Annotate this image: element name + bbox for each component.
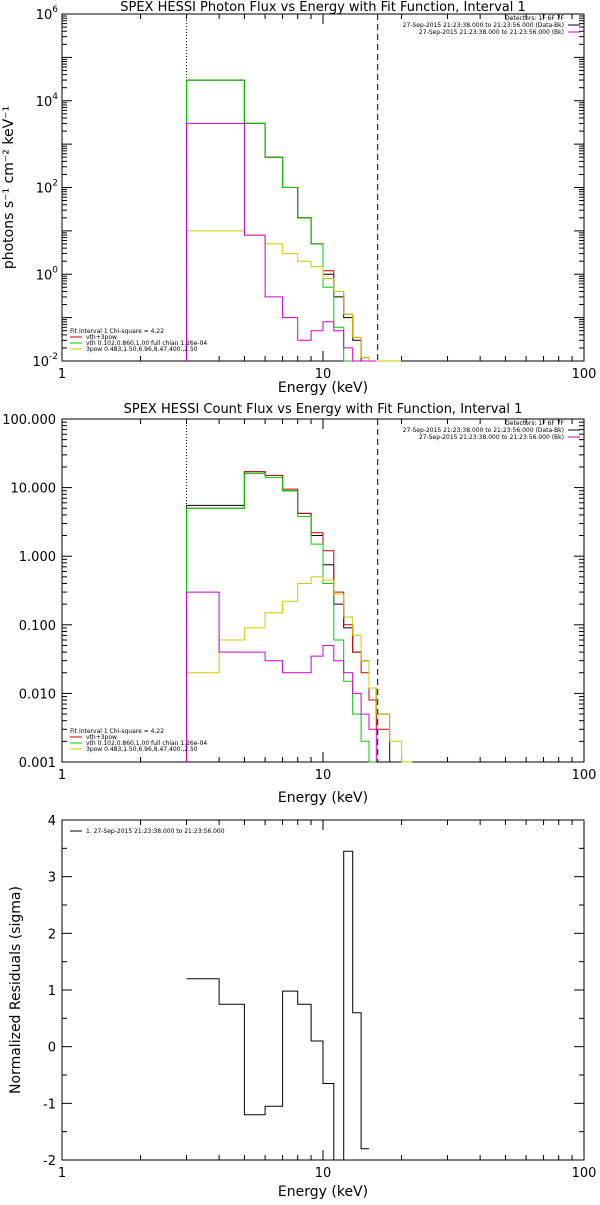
- x-tick-label: 1: [58, 768, 66, 783]
- series-line: [186, 473, 377, 763]
- series-vth: [186, 473, 377, 763]
- legend-entry-text: vth 0.102,0.860,1.00 full chian 1.26e-04: [86, 340, 207, 347]
- x-axis-label: Energy (keV): [278, 1184, 368, 1200]
- legend-entry-text: vth+3pow: [86, 334, 117, 341]
- legend-entry-text: vth+3pow: [86, 734, 117, 741]
- x-tick-label: 1: [58, 1166, 66, 1181]
- series-line: [186, 230, 402, 362]
- panel-3: 1 10 100 Energy (keV) -2 -1 0 1 2 3 4 Normalized Re…: [8, 814, 596, 1200]
- y-tick-label: 0: [48, 1041, 56, 1056]
- y-tick-label: 4: [48, 814, 56, 829]
- series-line: [186, 79, 390, 362]
- y-tick-label: 102: [36, 179, 58, 197]
- chart-title: SPEX HESSI Count Flux vs Energy with Fit…: [124, 402, 523, 417]
- series-line: [186, 850, 369, 1161]
- legend-entry-text: 3pow 0.483,1.50,6.96,8.47,400.,2.50: [86, 746, 198, 753]
- series-3pow: [186, 230, 402, 362]
- y-tick-label: 1.000: [19, 550, 56, 565]
- plot-frame: [61, 13, 585, 362]
- x-tick-label: 100: [572, 1166, 597, 1181]
- x-tick-label: 10: [315, 367, 332, 382]
- x-tick-label: 1: [58, 367, 66, 382]
- panel-1: SPEX HESSI Photon Flux vs Energy with Fi…: [1, 0, 596, 396]
- y-tick-label: 100: [36, 265, 59, 283]
- y-tick-label: 100.000: [2, 413, 56, 428]
- series-bk: [186, 591, 377, 762]
- series-data-bk: [186, 471, 391, 762]
- x-tick-label: 100: [572, 367, 597, 382]
- series-vth-3pow: [186, 471, 391, 762]
- y-tick-label: -2: [43, 1154, 56, 1169]
- panel-2: SPEX HESSI Count Flux vs Energy with Fit…: [2, 402, 596, 806]
- series-line: [186, 471, 391, 762]
- y-tick-label: 1: [48, 984, 56, 999]
- series-vth: [186, 79, 377, 362]
- y-tick-label: 2: [48, 927, 56, 942]
- legend-entry-text: Fit Interval 1 Chi-square = 4.22: [70, 728, 164, 735]
- plot-frame: [61, 418, 585, 763]
- series-vth-3pow: [186, 79, 390, 362]
- legend-entry-text: vth 0.102,0.860,1.00 full chian 1.26e-04: [86, 740, 207, 747]
- y-tick-label: 106: [36, 5, 59, 23]
- y-tick-label: 10-2: [32, 352, 58, 370]
- series-3pow: [186, 576, 413, 763]
- y-tick-label: 10.000: [11, 482, 57, 497]
- x-axis-label: Energy (keV): [278, 380, 368, 396]
- y-axis-label: Normalized Residuals (sigma): [8, 886, 24, 1094]
- x-tick-label: 10: [315, 768, 332, 783]
- y-tick-label: 104: [36, 92, 59, 110]
- x-tick-label: 100: [572, 768, 597, 783]
- y-tick-label: 0.100: [19, 619, 56, 634]
- y-tick-label: 3: [48, 871, 56, 886]
- series-1-27-sep-2015-21-23-38-000-to-21-23-56-000: [186, 850, 369, 1161]
- series-line: [186, 122, 377, 362]
- legend-entry-text: Detectors: 1F 6F 7F: [505, 15, 564, 22]
- y-axis-label: photons s⁻¹ cm⁻² keV⁻¹: [1, 106, 17, 269]
- plot-frame: [61, 819, 585, 1161]
- legend-entry-text: 3pow 0.483,1.50,6.96,8.47,400.,2.50: [86, 346, 198, 353]
- legend-entry-text: Fit Interval 1 Chi-square = 4.22: [70, 328, 164, 335]
- series-line: [186, 79, 390, 362]
- series-line: [186, 576, 413, 763]
- series-line: [186, 79, 377, 362]
- y-tick-label: 0.001: [19, 756, 56, 771]
- legend-entry-text: 27-Sep-2015 21:23:38.000 to 21:23:56.000…: [419, 29, 564, 36]
- legend-entry-text: 27-Sep-2015 21:23:38.000 to 21:23:56.000…: [419, 434, 564, 441]
- y-tick-label: -1: [43, 1097, 56, 1112]
- legend-entry-text: 27-Sep-2015 21:23:38.000 to 21:23:56.000…: [403, 427, 564, 434]
- series-line: [186, 471, 391, 762]
- y-tick-label: 0.010: [19, 687, 56, 702]
- series-line: [186, 591, 377, 762]
- series-data-bk: [186, 79, 390, 362]
- chart-title: SPEX HESSI Photon Flux vs Energy with Fi…: [120, 0, 526, 15]
- x-axis-label: Energy (keV): [278, 790, 368, 806]
- legend-entry-text: 1. 27-Sep-2015 21:23:38.000 to 21:23:56.…: [86, 828, 225, 835]
- series-bk: [186, 122, 377, 362]
- legend-entry-text: 27-Sep-2015 21:23:38.000 to 21:23:56.000…: [403, 22, 564, 29]
- legend-entry-text: Detectors: 1F 6F 7F: [505, 420, 564, 427]
- x-tick-label: 10: [315, 1166, 332, 1181]
